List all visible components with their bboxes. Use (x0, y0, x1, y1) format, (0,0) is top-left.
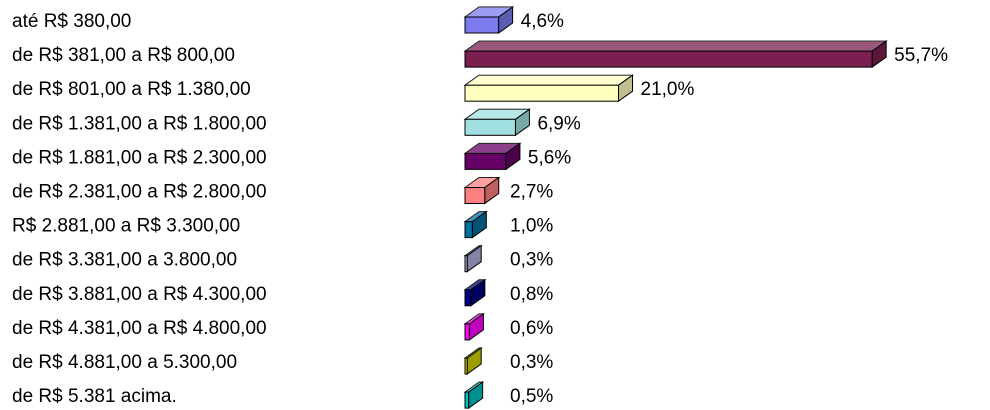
category-label: de R$ 5.381 acima. (12, 386, 177, 407)
bar (464, 187, 486, 204)
bar-top-shade (465, 279, 485, 290)
value-label: 21,0% (641, 79, 695, 100)
bar (464, 357, 468, 375)
bar (464, 152, 507, 170)
value-label: 4,6% (521, 11, 564, 32)
bar-top-shade (465, 313, 484, 324)
bar-side-shade (472, 211, 487, 238)
bar-side-shade (872, 41, 887, 68)
bar-side-shade (470, 279, 485, 306)
category-label: de R$ 381,00 a R$ 800,00 (12, 45, 235, 66)
value-label: 55,7% (894, 45, 948, 66)
value-label: 6,9% (537, 113, 580, 134)
category-label: de R$ 3.881,00 a R$ 4.300,00 (12, 284, 267, 305)
bar (464, 118, 516, 136)
bar (464, 255, 468, 273)
value-label: 1,0% (510, 216, 553, 237)
value-label: 0,3% (510, 352, 553, 373)
bar (464, 289, 472, 307)
bar-side-shade (498, 7, 513, 33)
bar-top-shade (465, 75, 633, 86)
value-label: 0,5% (510, 386, 553, 407)
bar (464, 84, 620, 102)
category-label: de R$ 2.381,00 a R$ 2.800,00 (12, 182, 267, 203)
bar-side-shade (468, 382, 483, 409)
bar-side-shade (484, 177, 499, 204)
category-label: de R$ 4.381,00 a R$ 4.800,00 (12, 318, 267, 339)
bar (464, 50, 873, 68)
category-label: de R$ 801,00 a R$ 1.380,00 (12, 79, 251, 100)
category-label: R$ 2.881,00 a R$ 3.300,00 (12, 216, 240, 237)
bar (464, 221, 473, 239)
value-label: 0,8% (510, 284, 553, 305)
bar-side-shade (515, 109, 530, 136)
bar-top-shade (465, 177, 499, 188)
bar (464, 323, 470, 341)
bar-side-shade (467, 245, 482, 272)
bar-top-shade (465, 7, 513, 17)
bar (464, 16, 500, 34)
bar-top-shade (465, 109, 530, 120)
bar-side-shade (618, 75, 633, 102)
bar (464, 391, 470, 409)
category-label: de R$ 3.381,00 a 3.800,00 (12, 250, 237, 271)
bar-side-shade (505, 143, 520, 170)
category-label: até R$ 380,00 (12, 11, 131, 32)
category-label: de R$ 4.881,00 a 5.300,00 (12, 352, 237, 373)
bar-side-shade (467, 348, 482, 374)
bar-top-shade (465, 211, 487, 222)
category-label: de R$ 1.381,00 a R$ 1.800,00 (12, 113, 267, 134)
value-label: 5,6% (528, 147, 571, 168)
value-label: 0,6% (510, 318, 553, 339)
bar-side-shade (469, 313, 484, 340)
category-label: de R$ 1.881,00 a R$ 2.300,00 (12, 147, 267, 168)
bar-top-shade (465, 143, 520, 154)
bar-top-shade (465, 382, 483, 393)
bar-top-shade (465, 41, 887, 52)
value-label: 2,7% (510, 182, 553, 203)
value-label: 0,3% (510, 250, 553, 271)
